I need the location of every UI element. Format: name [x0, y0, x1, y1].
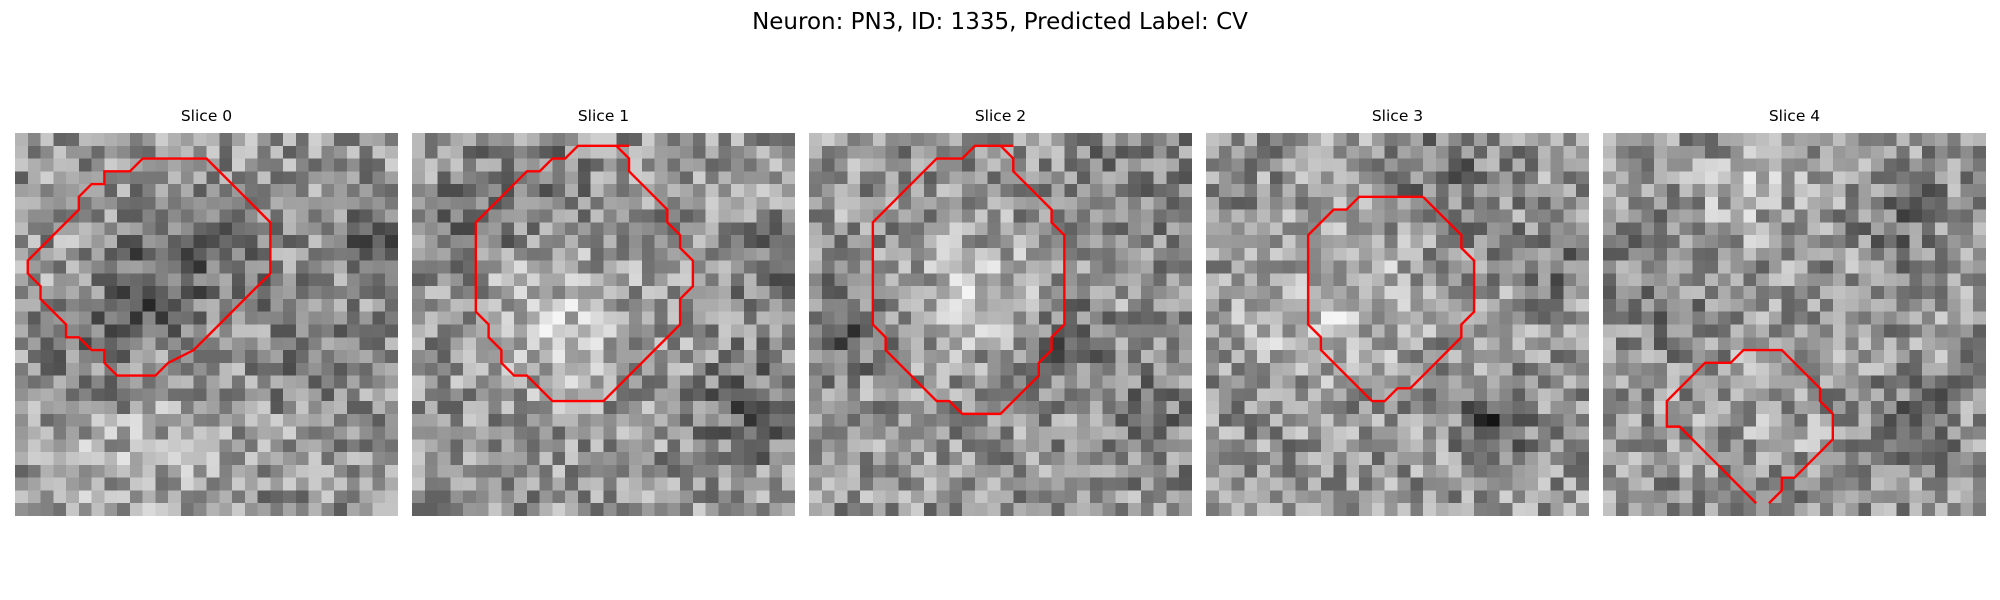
neuron-contour-3 [1306, 195, 1476, 403]
slice-title-2: Slice 2 [974, 107, 1027, 125]
slice-title-1: Slice 1 [577, 107, 630, 125]
neuron-contour-2 [871, 144, 1066, 416]
figure-title: Neuron: PN3, ID: 1335, Predicted Label: … [752, 9, 1248, 35]
contour-overlay-2 [871, 144, 1066, 416]
slice-image-4 [1603, 133, 1986, 516]
neuron-contour-1 [474, 144, 695, 403]
grayscale-image-4 [1603, 133, 1986, 516]
slice-title-0: Slice 0 [180, 107, 233, 125]
neuron-contour-4 [1665, 348, 1835, 505]
slice-title-4: Slice 4 [1768, 107, 1821, 125]
contour-overlay-4 [1665, 348, 1835, 505]
slice-image-2 [809, 133, 1192, 516]
slice-image-0 [15, 133, 398, 516]
neuron-contour-0 [26, 157, 272, 377]
contour-overlay-3 [1306, 195, 1476, 403]
slice-image-1 [412, 133, 795, 516]
contour-overlay-0 [26, 157, 272, 377]
slice-title-3: Slice 3 [1371, 107, 1424, 125]
slice-image-3 [1206, 133, 1589, 516]
grayscale-image-1 [412, 133, 795, 516]
contour-overlay-1 [474, 144, 695, 403]
